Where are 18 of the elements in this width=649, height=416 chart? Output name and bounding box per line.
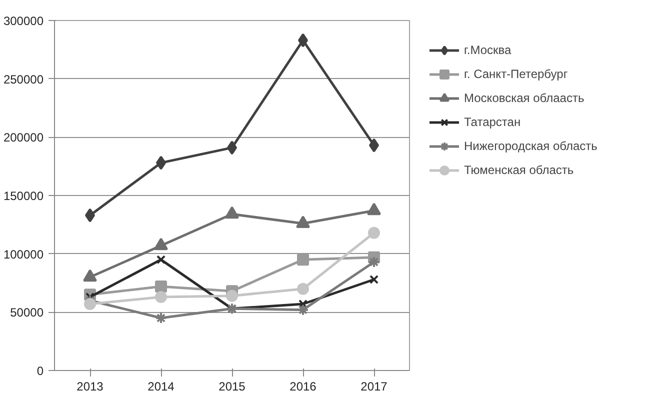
y-tick-label: 0 xyxy=(36,364,44,378)
x-tick-label: 2013 xyxy=(76,380,104,394)
x-tick-label: 2014 xyxy=(148,380,175,394)
legend-label: Татарстан xyxy=(464,115,521,129)
legend-label: Нижегородская область xyxy=(464,139,598,153)
x-tick-label: 2015 xyxy=(218,380,246,394)
y-tick-label: 200000 xyxy=(3,130,44,145)
x-tick-label: 2016 xyxy=(290,380,317,394)
y-tick-label: 100000 xyxy=(3,247,44,262)
legend-label: г. Санкт-Петербург xyxy=(464,67,568,81)
legend-label: Московская облаасть xyxy=(464,91,584,105)
x-tick-label: 2017 xyxy=(360,380,388,394)
y-tick-label: 300000 xyxy=(3,14,44,28)
legend-label: Тюменская область xyxy=(464,163,574,177)
y-tick-label: 50000 xyxy=(10,306,44,320)
legend-label: г.Москва xyxy=(464,43,512,57)
y-tick-label: 150000 xyxy=(3,189,44,203)
y-tick-label: 250000 xyxy=(3,72,44,86)
